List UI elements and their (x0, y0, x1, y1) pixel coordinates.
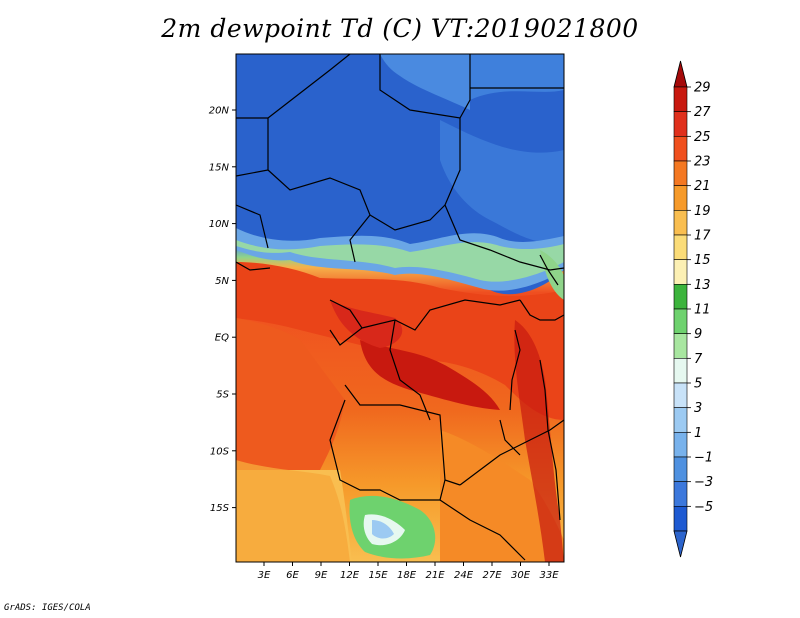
lon-label: 27E (482, 570, 502, 581)
lat-label: 15S (210, 503, 230, 514)
colorbar-label: 23 (694, 155, 711, 170)
colorbar-label: −5 (694, 500, 713, 515)
colorbar-label: 11 (694, 303, 711, 318)
colorbar-swatch (673, 234, 688, 260)
colorbar-label: 29 (694, 81, 711, 96)
political-boundaries (236, 54, 564, 561)
lon-label: 24E (454, 570, 474, 581)
colorbar-swatch (673, 382, 688, 408)
colorbar-label: 17 (694, 229, 711, 244)
lon-label: 18E (397, 570, 417, 581)
colorbar-min-arrow (673, 530, 688, 558)
colorbar-swatch (673, 308, 688, 334)
colorbar-label: 1 (694, 426, 702, 441)
colorbar-label: 19 (694, 204, 711, 219)
colorbar-swatch (673, 111, 688, 137)
lon-label: 33E (539, 570, 559, 581)
colorbar-swatch (673, 210, 688, 236)
lat-label: 5N (215, 276, 229, 287)
lon-label: 9E (315, 570, 328, 581)
colorbar-label: 13 (694, 278, 711, 293)
colorbar-label: 27 (694, 105, 711, 120)
colorbar-swatch (673, 136, 688, 162)
lon-label: 6E (286, 570, 299, 581)
colorbar-max-arrow (673, 60, 688, 88)
lon-label: 21E (425, 570, 445, 581)
colorbar-label: 5 (694, 377, 702, 392)
colorbar-swatch (673, 259, 688, 285)
colorbar-swatch (673, 333, 688, 359)
lon-label: 12E (340, 570, 360, 581)
longitude-axis: 3E 6E 9E 12E 15E 18E 21E 24E 27E 30E 33E (258, 562, 559, 581)
credit-text: GrADS: IGES/COLA (4, 603, 91, 613)
map-title: 2m dewpoint Td (C) VT:2019021800 (161, 14, 639, 43)
map-frame (235, 53, 565, 563)
colorbar-swatch (673, 506, 688, 532)
lat-label: 20N (209, 106, 230, 117)
lat-label: 5S (216, 390, 229, 401)
colorbar-swatch (673, 358, 688, 384)
colorbar-label: 21 (694, 179, 711, 194)
colorbar-label: 7 (694, 352, 703, 367)
colorbar-label: −1 (694, 451, 713, 466)
lon-label: 30E (511, 570, 531, 581)
colorbar-swatch (673, 481, 688, 507)
lat-label: 15N (209, 162, 230, 173)
lat-label: 10S (210, 446, 230, 457)
colorbar-swatch (673, 407, 688, 433)
lat-label: 10N (209, 219, 230, 230)
colorbar-label: 25 (694, 130, 711, 145)
colorbar-swatch (673, 185, 688, 211)
colorbar-swatch (673, 432, 688, 458)
colorbar-label: −3 (694, 475, 713, 490)
lon-label: 15E (368, 570, 388, 581)
colorbar-swatch (673, 284, 688, 310)
colorbar-label: 3 (694, 401, 702, 416)
colorbar-label: 15 (694, 253, 711, 268)
colorbar-label: 9 (694, 327, 702, 342)
latitude-axis: 20N 15N 10N 5N EQ 5S 10S 15S (209, 106, 236, 514)
dewpoint-field (236, 54, 564, 562)
colorbar-swatch (673, 160, 688, 186)
colorbar: 29 27 25 23 21 19 17 15 13 11 9 7 5 3 1 −1 −3 −5 (673, 60, 713, 558)
colorbar-swatch (673, 86, 688, 112)
lat-label: EQ (215, 333, 229, 344)
colorbar-swatch (673, 456, 688, 482)
lon-label: 3E (258, 570, 271, 581)
